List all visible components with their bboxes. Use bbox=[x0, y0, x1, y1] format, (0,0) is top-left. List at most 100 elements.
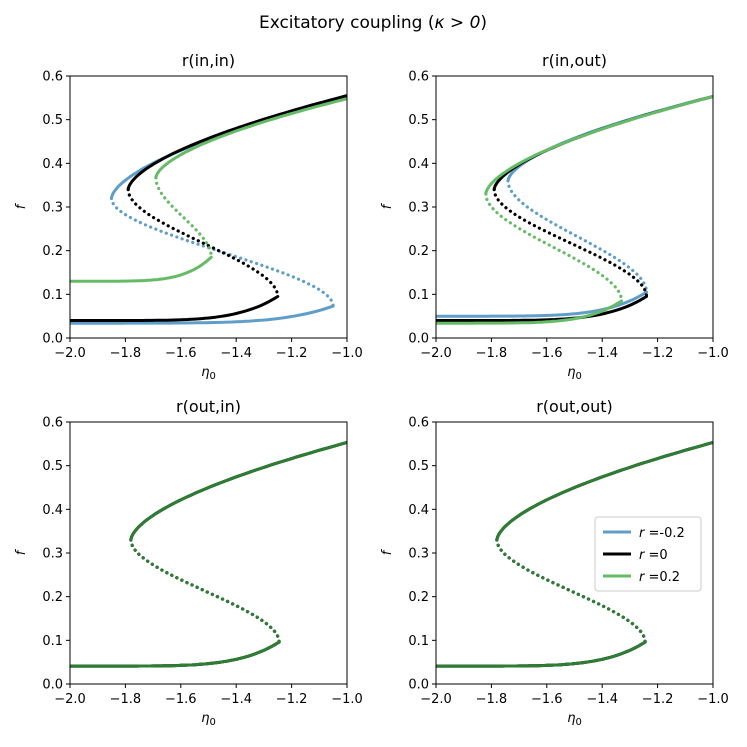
y-axis-label: f bbox=[380, 202, 395, 209]
series-1 bbox=[70, 96, 347, 325]
stable-lower-branch bbox=[70, 640, 281, 668]
y-tick-label: 0.1 bbox=[408, 634, 429, 649]
unstable-middle-branch bbox=[492, 187, 649, 299]
x-tick-label: −2.0 bbox=[420, 346, 452, 361]
y-tick-label: 0.1 bbox=[408, 288, 429, 303]
x-tick-label: −1.4 bbox=[220, 692, 252, 707]
y-tick-label: 0.2 bbox=[408, 244, 429, 259]
y-tick-label: 0.5 bbox=[42, 113, 63, 128]
y-tick-label: 0.6 bbox=[42, 416, 63, 431]
stable-upper-branch bbox=[492, 95, 713, 191]
x-axis-label: η0 bbox=[567, 365, 582, 382]
unstable-middle-branch bbox=[154, 176, 213, 259]
panel-title: r(out,out) bbox=[536, 397, 613, 416]
x-tick-label: −1.2 bbox=[276, 346, 308, 361]
stable-upper-branch bbox=[110, 96, 347, 200]
series-3 bbox=[436, 441, 713, 668]
legend-label: r =-0.2 bbox=[639, 526, 685, 541]
figure-title: Excitatory coupling (κ > 0) bbox=[259, 13, 487, 33]
y-tick-label: 0.3 bbox=[408, 547, 429, 562]
x-tick-label: −1.6 bbox=[531, 692, 563, 707]
y-tick-label: 0.0 bbox=[408, 678, 429, 693]
y-axis-label: f bbox=[14, 548, 29, 555]
unstable-middle-branch bbox=[484, 192, 624, 303]
curves bbox=[70, 94, 347, 325]
y-tick-label: 0.5 bbox=[408, 113, 429, 128]
x-tick-label: −1.6 bbox=[165, 692, 197, 707]
panel-title: r(in,out) bbox=[542, 51, 607, 70]
x-tick-label: −1.8 bbox=[476, 346, 508, 361]
stable-upper-branch bbox=[506, 95, 713, 183]
x-tick-label: −1.0 bbox=[331, 692, 363, 707]
x-tick-label: −1.2 bbox=[276, 692, 308, 707]
x-tick-label: −2.0 bbox=[54, 692, 86, 707]
legend-label: r =0.2 bbox=[639, 570, 680, 585]
series-3 bbox=[70, 97, 347, 283]
series-3 bbox=[70, 441, 347, 668]
x-tick-label: −1.4 bbox=[586, 346, 618, 361]
series-1 bbox=[436, 95, 713, 318]
y-tick-label: 0.6 bbox=[408, 70, 429, 85]
series-2 bbox=[70, 441, 347, 668]
unstable-middle-branch bbox=[495, 538, 647, 644]
stable-lower-branch bbox=[436, 299, 624, 325]
x-tick-label: −1.4 bbox=[220, 346, 252, 361]
x-tick-label: −1.8 bbox=[110, 692, 142, 707]
y-tick-label: 0.3 bbox=[42, 547, 63, 562]
panel-title: r(in,in) bbox=[182, 51, 235, 70]
axes-frame bbox=[435, 75, 714, 339]
x-tick-label: −1.8 bbox=[476, 692, 508, 707]
y-tick-label: 0.4 bbox=[42, 503, 63, 518]
y-tick-label: 0.5 bbox=[42, 459, 63, 474]
stable-lower-branch bbox=[70, 255, 213, 283]
series-2 bbox=[436, 95, 713, 322]
unstable-middle-branch bbox=[129, 538, 281, 644]
stable-lower-branch bbox=[436, 295, 648, 322]
x-tick-label: −1.6 bbox=[165, 346, 197, 361]
y-tick-label: 0.2 bbox=[42, 244, 63, 259]
x-tick-label: −1.4 bbox=[586, 692, 618, 707]
stable-lower-branch bbox=[70, 640, 281, 668]
stable-upper-branch bbox=[129, 441, 347, 542]
x-tick-label: −1.2 bbox=[642, 692, 674, 707]
y-tick-label: 0.5 bbox=[408, 459, 429, 474]
unstable-middle-branch bbox=[129, 538, 281, 644]
stable-lower-branch bbox=[70, 304, 335, 325]
stable-upper-branch bbox=[484, 95, 713, 196]
y-tick-label: 0.2 bbox=[42, 590, 63, 605]
stable-upper-branch bbox=[129, 441, 347, 542]
y-tick-label: 0.1 bbox=[42, 634, 63, 649]
chart-panel-4: r(out,out) −2.0 −1.8 −1.6 −1.4 −1.2 −1.0 0.0 0.1… bbox=[380, 397, 729, 728]
chart-panel-2: r(in,out) −2.0 −1.8 −1.6 −1.4 −1.2 −1.0 0.0 0.1 0… bbox=[380, 51, 729, 382]
axes-frame bbox=[69, 421, 348, 685]
y-tick-label: 0.4 bbox=[408, 157, 429, 172]
chart-panel-3: r(out,in) −2.0 −1.8 −1.6 −1.4 −1.2 −1.0 0.0 0.1 0… bbox=[14, 397, 363, 728]
series-3 bbox=[436, 95, 713, 325]
stable-lower-branch bbox=[436, 640, 647, 668]
stable-upper-branch bbox=[154, 97, 347, 180]
x-tick-label: −1.6 bbox=[531, 346, 563, 361]
y-tick-label: 0.3 bbox=[408, 201, 429, 216]
stable-upper-branch bbox=[495, 441, 713, 542]
legend-label: r =0 bbox=[639, 548, 668, 563]
series-2 bbox=[70, 94, 347, 322]
x-tick-label: −2.0 bbox=[54, 346, 86, 361]
stable-lower-branch bbox=[70, 640, 281, 668]
unstable-middle-branch bbox=[506, 179, 649, 294]
y-tick-label: 0.3 bbox=[42, 201, 63, 216]
curves bbox=[436, 441, 713, 668]
x-axis-label: η0 bbox=[201, 365, 216, 382]
panel-title: r(out,in) bbox=[176, 397, 241, 416]
stable-upper-branch bbox=[129, 441, 347, 542]
stable-upper-branch bbox=[126, 94, 347, 191]
curves bbox=[436, 95, 713, 325]
legend-box bbox=[594, 516, 702, 592]
y-axis-label: f bbox=[14, 202, 29, 209]
x-axis-label: η0 bbox=[201, 711, 216, 728]
x-tick-label: −1.0 bbox=[697, 692, 729, 707]
series-1 bbox=[70, 441, 347, 668]
stable-lower-branch bbox=[70, 295, 280, 322]
y-tick-label: 0.0 bbox=[408, 332, 429, 347]
y-tick-label: 0.4 bbox=[408, 503, 429, 518]
